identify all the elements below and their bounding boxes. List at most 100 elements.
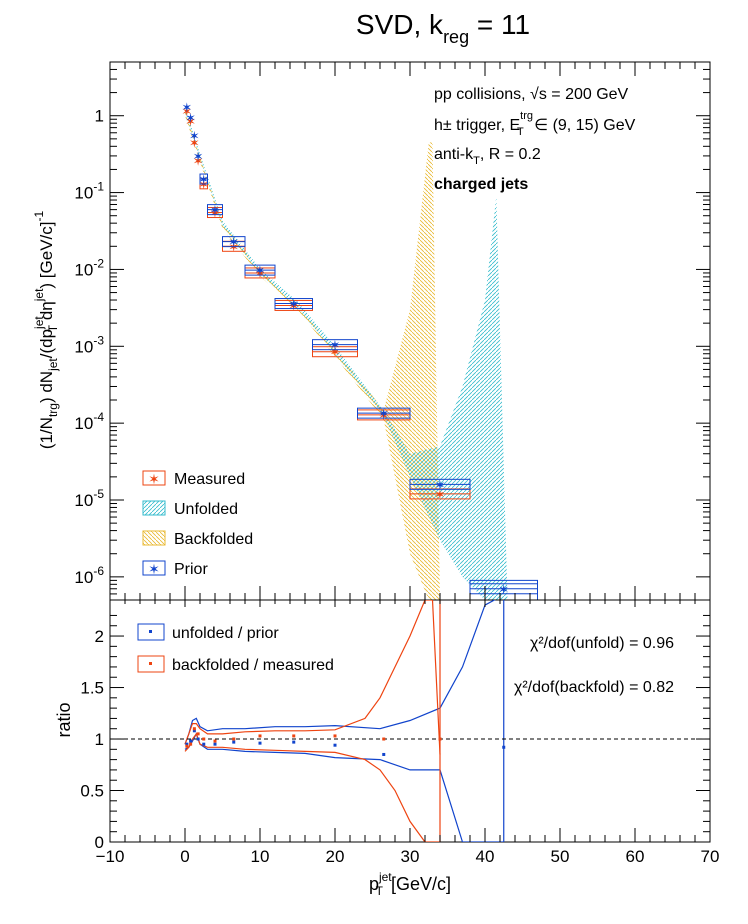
prior-marker: ✶	[228, 235, 239, 250]
annotation-line2-sub: T	[517, 126, 524, 138]
measured-marker: ✶	[185, 114, 196, 129]
backfolded-measured-point	[196, 732, 200, 736]
unfolded-prior-point	[185, 742, 189, 746]
unfolded-prior-point	[333, 743, 337, 747]
top-legend: ✶ Measured Unfolded Backfolded ✶ Prior	[142, 470, 253, 578]
prior-marker: ✶	[198, 172, 209, 187]
backfolded-measured-point	[333, 734, 337, 738]
prior-marker: ✶	[255, 263, 266, 278]
title-main: SVD, k	[356, 9, 444, 40]
bottom-y-axis-label: ratio	[54, 702, 74, 737]
measured-marker: ✶	[189, 135, 200, 150]
legend-unfolded: Unfolded	[142, 500, 238, 518]
backfolded-band	[185, 109, 440, 600]
unfolded-prior-band-lower	[184, 732, 504, 842]
legend-backfolded-measured-box	[137, 655, 165, 673]
annotation-line3-sub: T	[473, 155, 480, 167]
annotation-line4: charged jets	[434, 176, 528, 193]
chart-title: SVD, kreg = 11	[356, 9, 530, 47]
bottom-y-tick-label: 2	[95, 627, 104, 646]
annotation-line2: h± trigger, Etrg T ∈ (9, 15) GeV	[434, 110, 636, 138]
measured-marker: ✶	[378, 408, 389, 423]
x-axis-label: pjet T [GeV/c]	[369, 870, 451, 898]
legend-unfolded-prior-box	[137, 623, 165, 641]
x-tick-label: 60	[626, 847, 645, 866]
backfolded-measured-point	[213, 739, 217, 743]
measured-marker: ✶	[288, 298, 299, 313]
measured-marker: ✶	[330, 345, 341, 360]
legend-prior-box	[142, 560, 166, 576]
top-y-tick-label: 1	[95, 107, 104, 126]
legend-unfolded-prior-label: unfolded / prior	[172, 625, 279, 642]
prior-marker: ✶	[210, 203, 221, 218]
legend-unfolded-prior-dot	[149, 630, 152, 633]
top-y-tick-label: 10-2	[74, 256, 104, 279]
backfolded-measured-point	[292, 734, 296, 738]
measured-marker: ✶	[255, 266, 266, 281]
unfolded-prior-point	[232, 740, 236, 744]
top-y-tick-label: 10-3	[74, 333, 104, 356]
backfolded-measured-band-lower	[184, 732, 440, 842]
unfolded-prior-point	[202, 742, 206, 746]
legend-measured-marker: ✶	[148, 471, 160, 487]
backfolded-measured-band-upper	[184, 600, 441, 755]
prior-marker: ✶	[189, 129, 200, 144]
legend-prior-label: Prior	[174, 561, 208, 578]
bottom-y-tick-label: 0.5	[80, 782, 104, 801]
prior-tail-box	[469, 579, 538, 600]
unfolded-prior-point	[258, 741, 262, 745]
unfolded-prior-band-upper	[184, 600, 496, 745]
legend-measured: ✶ Measured	[142, 470, 245, 488]
unfolded-prior-point	[502, 745, 506, 749]
backfolded-measured-point	[438, 737, 442, 741]
measured-marker: ✶	[181, 104, 192, 119]
legend-measured-label: Measured	[174, 471, 245, 488]
annotation-line3-rest: , R = 0.2	[480, 146, 541, 163]
title-sub: reg	[443, 27, 469, 47]
legend-unfolded-box	[142, 500, 166, 516]
unfolded-band	[185, 107, 508, 600]
x-tick-label: 50	[551, 847, 570, 866]
title-suffix: = 11	[469, 9, 530, 40]
prior-marker: ✶	[193, 149, 204, 164]
backfolded-measured-point	[189, 742, 193, 746]
bottom-y-tick-label: 1	[95, 730, 104, 749]
x-tick-label: 30	[401, 847, 420, 866]
x-tick-label: 20	[326, 847, 345, 866]
legend-measured-box	[142, 470, 166, 486]
legend-backfolded: Backfolded	[142, 530, 253, 548]
legend-unfolded-label: Unfolded	[174, 501, 238, 518]
backfolded-measured-point	[192, 727, 196, 731]
top-y-tick-label: 10-4	[74, 410, 104, 433]
backfolded-measured-point	[185, 744, 189, 748]
legend-backfolded-box	[142, 530, 166, 546]
prior-marker: ✶	[181, 100, 192, 115]
legend-prior: ✶ Prior	[142, 560, 208, 578]
annotation-line2-rest: ∈ (9, 15) GeV	[530, 117, 636, 134]
x-tick-label: −10	[96, 847, 125, 866]
prior-marker: ✶	[330, 338, 341, 353]
annotation-line2-a: h± trigger, E	[434, 117, 520, 134]
unfolded-prior-point	[382, 752, 386, 756]
annotation-line1: pp collisions, √s = 200 GeV	[434, 86, 629, 103]
x-tick-label: 70	[701, 847, 720, 866]
top-y-tick-label: 10-5	[74, 487, 104, 510]
unfolded-prior-point	[196, 737, 200, 741]
legend-backfolded-measured: backfolded / measured	[137, 655, 334, 674]
unfolded-prior-point	[189, 739, 193, 743]
measured-marker: ✶	[193, 154, 204, 169]
backfolded-measured-point	[202, 737, 206, 741]
bottom-legend: unfolded / prior backfolded / measured	[137, 623, 334, 674]
top-y-tick-label: 10-1	[74, 180, 104, 203]
prior-marker: ✶	[378, 406, 389, 421]
unfolded-prior-point	[213, 742, 217, 746]
legend-backfolded-measured-dot	[149, 662, 152, 665]
annotation-line2-sup: trg	[520, 110, 533, 122]
annotation-block: pp collisions, √s = 200 GeV h± trigger, …	[434, 86, 636, 193]
legend-backfolded-measured-label: backfolded / measured	[172, 657, 334, 674]
prior-marker: ✶	[185, 110, 196, 125]
prior-marker: ✶	[288, 297, 299, 312]
unfolded-prior-point	[192, 729, 196, 733]
x-tick-label: 10	[251, 847, 270, 866]
bottom-y-tick-label: 1.5	[80, 679, 104, 698]
